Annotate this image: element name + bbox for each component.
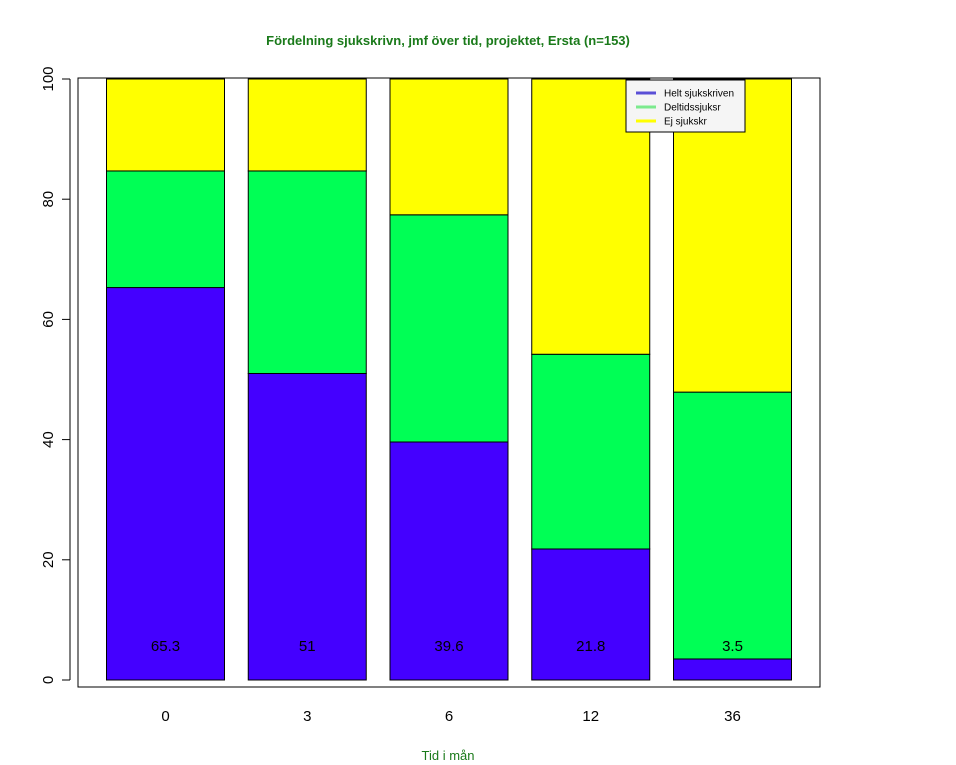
y-tick-label: 0: [40, 676, 57, 684]
x-tick-label: 0: [161, 708, 169, 725]
chart-title: Fördelning sjukskrivn, jmf över tid, pro…: [266, 33, 630, 48]
legend-label: Ej sjukskr: [664, 117, 707, 128]
bar-value-label: 21.8: [576, 638, 605, 655]
x-tick-label: 36: [724, 708, 741, 725]
y-tick-label: 40: [40, 431, 57, 448]
x-tick-label: 3: [303, 708, 311, 725]
x-axis-label: Tid i mån: [422, 748, 475, 763]
bar-segment-0-series-0: [106, 287, 225, 681]
bar-segment-6-series-1: [389, 214, 509, 443]
bar-segment-36-series-0: [673, 658, 792, 681]
y-axis: 0 20 40 60 80 100: [40, 66, 71, 684]
bar-value-label: 39.6: [434, 638, 463, 655]
bar-segment-0-series-1: [106, 170, 225, 289]
bar-segment-6-series-2: [389, 78, 509, 216]
bar-segment-12-series-0: [531, 548, 651, 681]
y-tick-label: 100: [40, 66, 57, 91]
legend-label: Deltidssjuksr: [664, 103, 721, 114]
bar-segment-3-series-0: [247, 372, 367, 681]
bar-value-label: 51: [299, 638, 316, 655]
bar-value-label: 3.5: [722, 638, 743, 655]
bar-segment-3-series-2: [247, 78, 367, 172]
bar-segment-12-series-1: [531, 353, 651, 550]
y-tick-label: 60: [40, 311, 57, 328]
legend: Helt sjukskriven Deltidssjuksr Ej sjukskr: [625, 79, 746, 133]
x-tick-label: 6: [445, 708, 453, 725]
y-tick-label: 20: [40, 551, 57, 568]
x-axis: 0 3 6 12 36: [161, 708, 741, 725]
legend-label: Helt sjukskriven: [664, 89, 734, 100]
bar-labels-layer: 65.3 51 39.6 21.8 3.5: [151, 638, 743, 655]
bar-segment-36-series-1: [673, 391, 792, 660]
bar-value-label: 65.3: [151, 638, 180, 655]
y-tick-label: 80: [40, 191, 57, 208]
bars-layer: [106, 78, 792, 681]
bar-segment-3-series-1: [247, 170, 367, 374]
x-tick-label: 12: [582, 708, 599, 725]
plot-frame: [77, 77, 821, 688]
bar-segment-0-series-2: [106, 78, 225, 172]
bar-segment-6-series-0: [389, 441, 509, 681]
